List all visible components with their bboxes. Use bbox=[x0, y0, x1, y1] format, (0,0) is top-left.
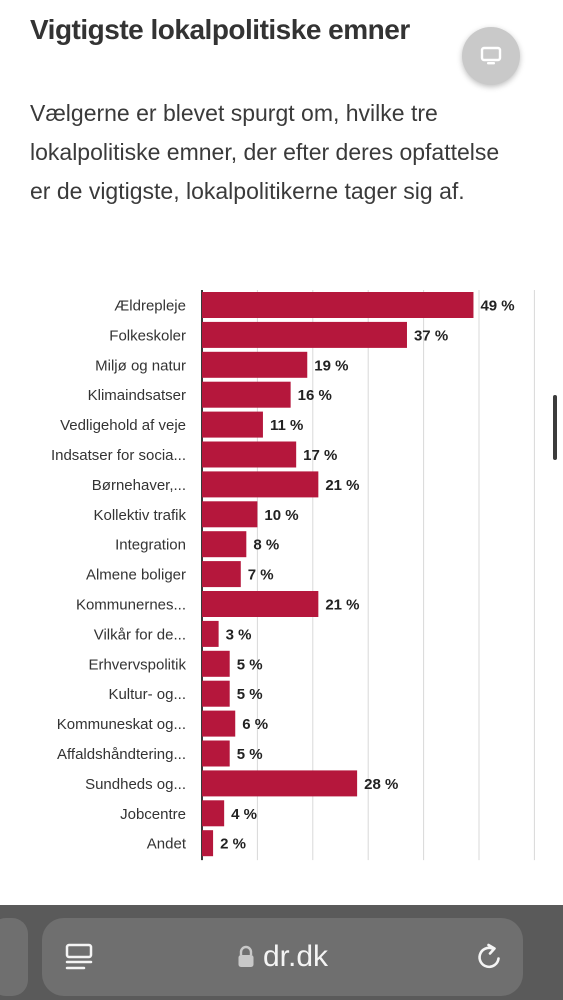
category-label: Indsatser for socia... bbox=[51, 447, 186, 464]
bar[interactable] bbox=[202, 830, 214, 857]
value-label: 6 % bbox=[242, 716, 268, 733]
address-bar[interactable]: dr.dk bbox=[42, 918, 523, 996]
bar[interactable] bbox=[202, 561, 241, 588]
category-label: Kultur- og... bbox=[108, 686, 186, 703]
bar[interactable] bbox=[202, 800, 225, 827]
monitor-icon bbox=[480, 46, 502, 65]
chart-description: Vælgerne er blevet spurgt om, hvilke tre… bbox=[30, 100, 500, 204]
value-label: 4 % bbox=[231, 806, 257, 823]
value-label: 19 % bbox=[314, 357, 348, 374]
value-label: 2 % bbox=[220, 836, 246, 853]
category-label: Sundheds og... bbox=[85, 776, 186, 793]
value-label: 3 % bbox=[226, 626, 252, 643]
category-label: Ældrepleje bbox=[114, 298, 186, 315]
reader-icon[interactable] bbox=[64, 942, 94, 972]
value-label: 7 % bbox=[248, 567, 274, 584]
chart-bars bbox=[202, 292, 474, 857]
value-label: 16 % bbox=[298, 387, 332, 404]
value-label: 37 % bbox=[414, 327, 448, 344]
value-label: 11 % bbox=[270, 417, 303, 434]
bar[interactable] bbox=[202, 680, 230, 707]
bar[interactable] bbox=[202, 770, 358, 797]
category-label: Børnehaver,... bbox=[92, 477, 186, 494]
category-label: Folkeskoler bbox=[109, 327, 186, 344]
value-label: 5 % bbox=[237, 656, 263, 673]
lock-icon bbox=[238, 945, 254, 967]
bar-chart: Ældrepleje Folkeskoler Miljø og natur Klima… bbox=[51, 290, 535, 861]
bar[interactable] bbox=[202, 321, 407, 348]
bar[interactable] bbox=[202, 501, 258, 528]
value-label: 8 % bbox=[253, 537, 279, 554]
bar[interactable] bbox=[202, 471, 319, 498]
category-label: Vilkår for de... bbox=[94, 626, 186, 643]
chart-value-labels: 49 % 37 % 19 % 16 % 11 %17 % 21 % 10 % 8 % 7 % 21… bbox=[220, 298, 515, 853]
category-label: Erhvervspolitik bbox=[88, 656, 186, 673]
value-label: 5 % bbox=[237, 686, 263, 703]
bar[interactable] bbox=[202, 531, 247, 558]
value-label: 49 % bbox=[480, 298, 514, 315]
value-label: 28 % bbox=[364, 776, 398, 793]
category-label: Jobcentre bbox=[120, 806, 186, 823]
category-label: Almene boliger bbox=[86, 567, 186, 584]
chart-title: Vigtigste lokalpolitiske emner bbox=[30, 14, 410, 45]
category-label: Kollektiv trafik bbox=[93, 507, 186, 524]
category-label: Klimaindsatser bbox=[88, 387, 186, 404]
value-label: 5 % bbox=[237, 746, 263, 763]
bar[interactable] bbox=[202, 351, 308, 378]
bar[interactable] bbox=[202, 411, 263, 438]
category-label: Affaldshåndtering... bbox=[57, 746, 186, 763]
bar[interactable] bbox=[202, 381, 291, 408]
reload-icon[interactable] bbox=[474, 942, 504, 972]
url-text: dr.dk bbox=[262, 940, 329, 973]
bar[interactable] bbox=[202, 620, 219, 647]
value-label: 21 % bbox=[325, 477, 359, 494]
page-scrollbar[interactable] bbox=[553, 395, 557, 460]
value-label: 21 % bbox=[325, 597, 359, 614]
bar[interactable] bbox=[202, 591, 319, 617]
value-label: 10 % bbox=[264, 507, 298, 524]
bar[interactable] bbox=[202, 650, 230, 677]
category-label: Miljø og natur bbox=[95, 357, 186, 374]
category-label: Vedligehold af veje bbox=[60, 417, 186, 434]
bar[interactable] bbox=[202, 740, 230, 767]
bar[interactable] bbox=[202, 710, 236, 737]
chart-category-labels: Ældrepleje Folkeskoler Miljø og natur Klima… bbox=[51, 298, 187, 853]
category-label: Andet bbox=[147, 836, 187, 853]
value-label: 17 % bbox=[303, 447, 337, 464]
category-label: Kommuneskat og... bbox=[57, 716, 186, 733]
category-label: Integration bbox=[115, 537, 186, 554]
desktop-view-button[interactable] bbox=[462, 27, 520, 85]
category-label: Kommunernes... bbox=[76, 597, 186, 614]
browser-toolbar: dr.dk bbox=[0, 905, 563, 1000]
url-display[interactable]: dr.dk bbox=[42, 918, 523, 996]
bar[interactable] bbox=[202, 441, 297, 468]
previous-tab[interactable] bbox=[0, 918, 28, 996]
bar[interactable] bbox=[202, 292, 474, 318]
